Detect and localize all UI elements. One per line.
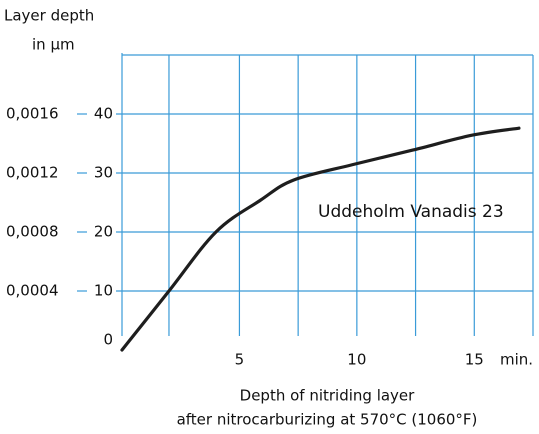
x-tick-label: 5 [235,351,245,369]
y-tick-label: 40 [94,105,113,123]
y2-tick-label: 0,0008 [6,223,59,241]
x-tick-label: 10 [347,351,366,369]
y2-tick-label: 0,0016 [6,105,59,123]
line [120,126,521,352]
y-unit: in µm [32,36,75,54]
x-title: after nitrocarburizing at 570°C (1060°F) [177,411,478,429]
x-unit: min. [500,351,533,369]
y2-tick-label: 0,0012 [6,164,59,182]
y-tick-label: 0 [103,331,113,349]
series-label: Uddeholm Vanadis 23 [318,202,504,222]
y-tick-label: 30 [94,164,113,182]
y-title: Layer depth [4,7,94,25]
y-tick-label: 20 [94,223,113,241]
x-title: Depth of nitriding layer [240,387,416,405]
y-tick-label: 10 [94,282,113,300]
y2-tick-label: 0,0004 [6,282,59,300]
x-tick-label: 15 [465,351,484,369]
